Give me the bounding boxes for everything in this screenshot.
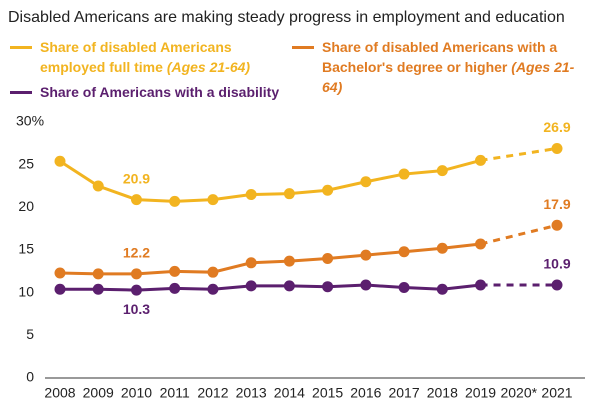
point <box>283 280 295 292</box>
x-tick-label: 2018 <box>427 385 458 401</box>
point <box>169 282 181 294</box>
y-tick-label: 20 <box>18 198 34 214</box>
y-tick-label: 5 <box>26 326 34 342</box>
point <box>92 180 104 192</box>
point <box>207 283 219 295</box>
legend-label: Share of Americans with a disability <box>40 84 280 100</box>
value-label: 26.9 <box>543 119 570 135</box>
point <box>436 242 448 254</box>
series-line <box>60 283 481 292</box>
point <box>245 280 257 292</box>
point <box>54 283 66 295</box>
point <box>551 142 563 154</box>
x-tick-label: 2009 <box>83 385 114 401</box>
legend-entry: Share of disabled Americans employed ful… <box>10 37 260 77</box>
point <box>54 155 66 167</box>
point <box>169 265 181 277</box>
x-tick-label: 2019 <box>465 385 496 401</box>
y-tick-label: 10 <box>18 283 34 299</box>
point <box>130 284 142 296</box>
y-tick-label: 30% <box>16 113 44 129</box>
y-tick-label: 0 <box>26 369 34 385</box>
point <box>436 283 448 295</box>
series-line-dashed <box>480 223 558 246</box>
value-label: 20.9 <box>123 170 150 186</box>
point <box>207 266 219 278</box>
x-tick-label: 2013 <box>236 385 267 401</box>
legend-note: (Ages 21-64) <box>166 59 251 75</box>
legend-entry: Share of disabled Americans with a Bache… <box>292 37 592 97</box>
series-line <box>59 158 481 203</box>
x-tick-label: 2012 <box>197 385 228 401</box>
point <box>436 165 448 177</box>
point <box>130 194 142 206</box>
x-tick-label: 2015 <box>312 385 343 401</box>
point <box>207 194 219 206</box>
point <box>398 282 410 294</box>
series-line-dashed <box>480 146 558 162</box>
x-tick-label: 2017 <box>388 385 419 401</box>
point <box>54 267 66 279</box>
point <box>322 281 334 293</box>
point <box>283 188 295 200</box>
value-label: 10.9 <box>543 256 570 272</box>
y-tick-label: 15 <box>18 241 34 257</box>
point <box>475 154 487 166</box>
x-tick-label: 2021 <box>541 385 572 401</box>
point <box>360 176 372 188</box>
x-tick-label: 2016 <box>350 385 381 401</box>
legend-entry: Share of Americans with a disability <box>10 82 330 102</box>
point <box>92 268 104 280</box>
y-tick-label: 25 <box>18 155 34 171</box>
point <box>475 238 487 250</box>
x-tick-label: 2008 <box>44 385 75 401</box>
x-tick-label: 2020* <box>500 385 537 401</box>
point <box>92 283 104 295</box>
legend-swatch <box>10 46 32 49</box>
point <box>130 268 142 280</box>
point <box>245 257 257 269</box>
x-tick-label: 2010 <box>121 385 152 401</box>
legend-swatch <box>10 91 32 94</box>
legend-label: Share of disabled Americans with a Bache… <box>322 39 558 75</box>
value-label: 17.9 <box>543 196 570 212</box>
legend-swatch <box>292 46 314 49</box>
point <box>398 246 410 258</box>
point <box>169 195 181 207</box>
point <box>322 253 334 265</box>
value-label: 10.3 <box>123 301 150 317</box>
point <box>283 255 295 267</box>
point <box>360 279 372 291</box>
point <box>551 279 563 291</box>
legend-label: Share of disabled Americans employed ful… <box>40 39 232 75</box>
point <box>475 279 487 291</box>
value-label: 12.2 <box>123 245 150 261</box>
point <box>551 219 563 231</box>
legend-note: (Ages 21-64) <box>322 59 575 95</box>
point <box>245 189 257 201</box>
point <box>322 184 334 196</box>
x-tick-label: 2011 <box>160 385 190 401</box>
chart-title: Disabled Americans are making steady pro… <box>8 9 565 26</box>
point <box>360 249 372 261</box>
point <box>398 168 410 180</box>
series-line <box>59 242 481 276</box>
x-tick-label: 2014 <box>274 385 305 401</box>
